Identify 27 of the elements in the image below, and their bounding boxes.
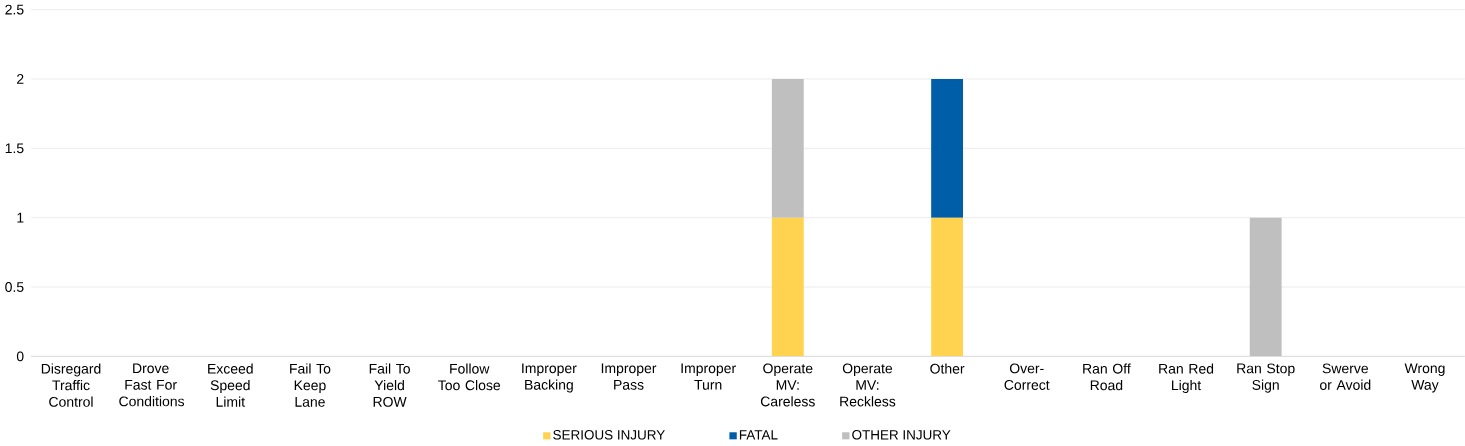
x-tick-label: Over-Correct [1004, 363, 1050, 391]
y-tick-label: 0.5 [5, 282, 24, 293]
x-tick-label: Wrong Way [1404, 363, 1445, 393]
x-tick-label: Fail To Keep Lane [290, 363, 331, 407]
x-tick-label: Improper Turn [681, 363, 736, 390]
x-tick-label: Exceed Speed Limit [208, 363, 253, 407]
x-tick-label: Drove Fast For Conditions [119, 363, 185, 407]
y-tick-label: 0 [16, 351, 24, 362]
x-tick-label: Follow Too Close [438, 363, 501, 391]
legend-label: SERIOUS INJURY [553, 430, 665, 440]
x-tick-label: Ran Red Light [1159, 363, 1214, 394]
x-tick-label: Disregard Traffic Control [41, 363, 101, 407]
x-tick-label: Ran Stop Sign [1237, 363, 1295, 393]
x-tick-label: Fail To Yield ROW [369, 363, 410, 407]
x-tick-label: Swerve or Avoid [1320, 363, 1371, 391]
y-tick-label: 2 [17, 74, 24, 84]
x-tick-label: Improper Backing [522, 363, 577, 393]
x-tick-label: Operate MV: Careless [760, 363, 815, 407]
y-tick-label: 1 [17, 213, 24, 223]
legend-label: OTHER INJURY [852, 430, 951, 440]
legend-label: FATAL [739, 430, 778, 440]
x-tick-label: Improper Pass [601, 363, 657, 390]
x-tick-label: Operate MV: Reckless [840, 363, 896, 407]
y-tick-label: 2.5 [5, 4, 24, 15]
x-tick-label: Ran Off Road [1083, 363, 1131, 391]
x-tick-label: Other [930, 363, 965, 374]
y-tick-label: 1.5 [5, 143, 24, 154]
